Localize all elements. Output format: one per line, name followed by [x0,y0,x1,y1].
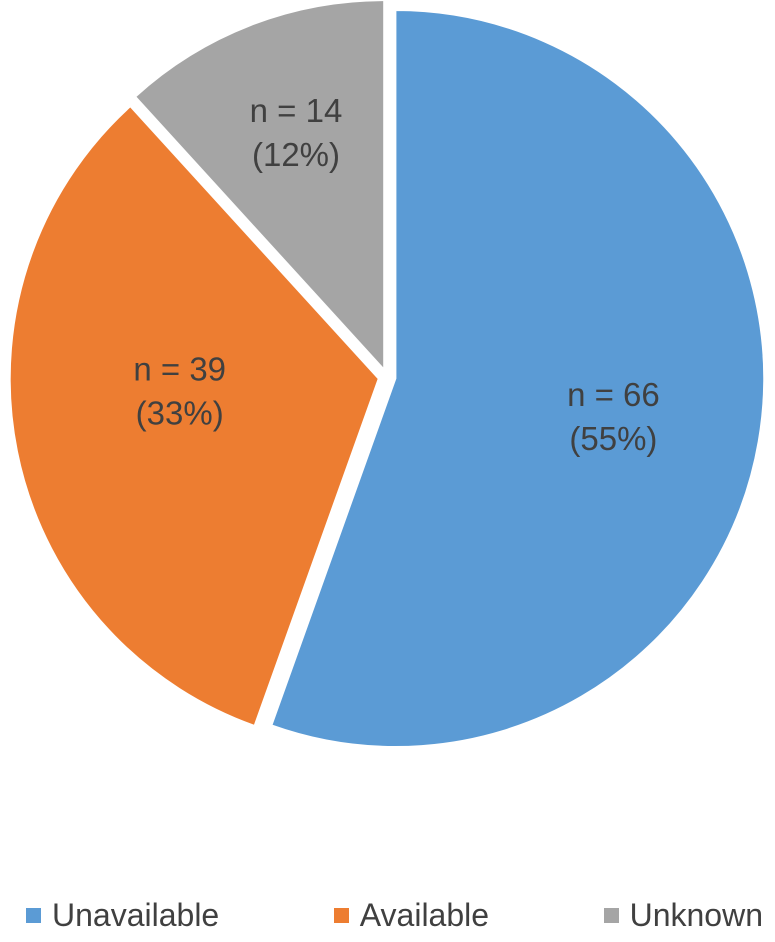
slice-label-unknown: n = 14 (12%) [250,92,343,173]
legend-item-unknown: Unknown [603,897,763,934]
legend-label-unavailable: Unavailable [52,897,220,933]
pie-slice-unavailable [271,9,765,747]
chart-legend: Unavailable Available Unknown [0,897,775,934]
pie-slice-available [9,106,379,726]
legend-swatch-unknown [603,908,619,923]
legend-label-unknown: Unknown [629,897,763,933]
slice-label-unavailable: n = 66 (55%) [567,376,660,457]
legend-swatch-available [333,908,349,923]
legend-swatch-unavailable [26,908,41,923]
legend-item-unavailable: Unavailable [26,897,219,934]
pie-slice-unknown [135,0,385,370]
legend-label-available: Available [359,897,490,933]
pie-plot-area: n = 66 (55%) n = 39 (33%) n = 14 (12%) [9,0,765,747]
legend-item-available: Available [333,897,490,934]
slice-label-available: n = 39 (33%) [133,351,226,432]
